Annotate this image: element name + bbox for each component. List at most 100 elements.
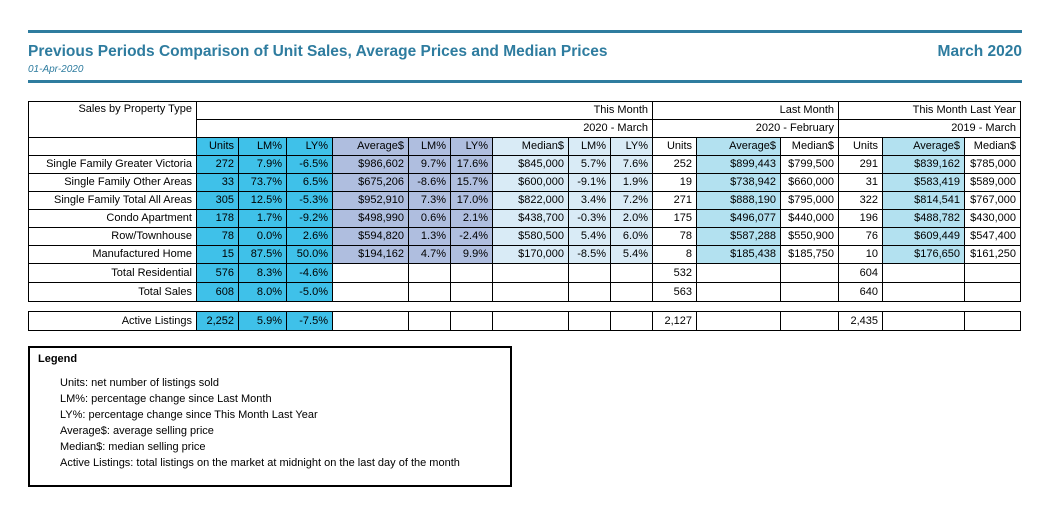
table-cell: $594,820 bbox=[332, 227, 409, 246]
table-cell: $589,000 bbox=[964, 173, 1021, 192]
table-cell: 252 bbox=[652, 155, 697, 174]
empty-cell bbox=[408, 282, 451, 302]
table-cell: $161,250 bbox=[964, 245, 1021, 264]
subsection-row: 2020 - March 2020 - February 2019 - Marc… bbox=[29, 119, 1021, 138]
table-cell: 1.7% bbox=[238, 209, 287, 228]
table-cell: 6.0% bbox=[610, 227, 653, 246]
table-cell: 17.6% bbox=[450, 155, 493, 174]
column-header: LM% bbox=[568, 137, 611, 156]
table-cell: 2,252 bbox=[196, 311, 239, 331]
table-cell: 87.5% bbox=[238, 245, 287, 264]
section-this-month: This Month bbox=[196, 101, 653, 120]
table-cell: 196 bbox=[838, 209, 883, 228]
column-header: Average$ bbox=[696, 137, 781, 156]
table-cell: $438,700 bbox=[492, 209, 569, 228]
table-cell: $580,500 bbox=[492, 227, 569, 246]
table-cell: 9.7% bbox=[408, 155, 451, 174]
column-header: Median$ bbox=[492, 137, 569, 156]
bottom-rule bbox=[28, 80, 1022, 83]
legend-items: Units: net number of listings sold LM%: p… bbox=[38, 375, 500, 471]
column-header: Units bbox=[838, 137, 883, 156]
table-cell: $814,541 bbox=[882, 191, 965, 210]
corner-spacer bbox=[28, 137, 197, 156]
empty-cell bbox=[450, 282, 493, 302]
table-cell: 2.0% bbox=[610, 209, 653, 228]
table-cell: $767,000 bbox=[964, 191, 1021, 210]
subsection-2020-march: 2020 - March bbox=[196, 119, 653, 138]
table-cell: 0.6% bbox=[408, 209, 451, 228]
table-cell: 0.0% bbox=[238, 227, 287, 246]
empty-cell bbox=[882, 311, 965, 331]
empty-cell bbox=[492, 282, 569, 302]
legend-item: Average$: average selling price bbox=[60, 425, 214, 437]
empty-cell bbox=[492, 263, 569, 283]
table-cell: 3.4% bbox=[568, 191, 611, 210]
table-row: Condo Apartment 178 1.7% -9.2% $498,990 0.6% 2… bbox=[28, 209, 1021, 228]
table-cell: 272 bbox=[196, 155, 239, 174]
table-cell: 8.3% bbox=[238, 263, 287, 283]
table-cell: $170,000 bbox=[492, 245, 569, 264]
table-cell: 2,435 bbox=[838, 311, 883, 331]
empty-cell bbox=[610, 311, 653, 331]
table-cell: 5.7% bbox=[568, 155, 611, 174]
table-cell: -0.3% bbox=[568, 209, 611, 228]
legend-item: Active Listings: total listings on the m… bbox=[60, 457, 460, 469]
report-page: Previous Periods Comparison of Unit Sale… bbox=[0, 30, 1050, 487]
table-cell: $583,419 bbox=[882, 173, 965, 192]
table-cell: $822,000 bbox=[492, 191, 569, 210]
table-cell: $185,438 bbox=[696, 245, 781, 264]
spacer-row bbox=[29, 302, 1021, 312]
empty-cell bbox=[964, 282, 1021, 302]
empty-cell bbox=[882, 282, 965, 302]
empty-cell bbox=[568, 311, 611, 331]
table-cell: 305 bbox=[196, 191, 239, 210]
empty-cell bbox=[696, 282, 781, 302]
table-cell: 322 bbox=[838, 191, 883, 210]
table-cell: 78 bbox=[196, 227, 239, 246]
corner-label: Sales by Property Type bbox=[28, 101, 197, 138]
table-cell: 2.1% bbox=[450, 209, 493, 228]
table-cell: $587,288 bbox=[696, 227, 781, 246]
table-cell: 76 bbox=[838, 227, 883, 246]
table-cell: 33 bbox=[196, 173, 239, 192]
total-row: Active Listings 2,252 5.9% -7.5% 2,127 2,435 bbox=[28, 311, 1021, 331]
table-cell: -6.5% bbox=[286, 155, 333, 174]
table-cell: -8.5% bbox=[568, 245, 611, 264]
table-cell: 15.7% bbox=[450, 173, 493, 192]
report-period: March 2020 bbox=[937, 43, 1022, 60]
table-cell: $430,000 bbox=[964, 209, 1021, 228]
table-cell: 7.2% bbox=[610, 191, 653, 210]
table-cell: -4.6% bbox=[286, 263, 333, 283]
empty-cell bbox=[610, 263, 653, 283]
spacer-cell bbox=[29, 302, 1021, 312]
empty-cell bbox=[780, 311, 839, 331]
table-cell: $609,449 bbox=[882, 227, 965, 246]
table-cell: $488,782 bbox=[882, 209, 965, 228]
table-cell: 5.4% bbox=[610, 245, 653, 264]
row-label: Manufactured Home bbox=[28, 245, 197, 264]
table-cell: 78 bbox=[652, 227, 697, 246]
table-cell: $600,000 bbox=[492, 173, 569, 192]
table-row: Manufactured Home 15 87.5% 50.0% $194,162 4.7… bbox=[28, 245, 1021, 264]
empty-cell bbox=[332, 282, 409, 302]
legend-item: Median$: median selling price bbox=[60, 441, 206, 453]
table-cell: $496,077 bbox=[696, 209, 781, 228]
empty-cell bbox=[780, 282, 839, 302]
table-cell: 271 bbox=[652, 191, 697, 210]
column-header: LY% bbox=[286, 137, 333, 156]
section-this-month-last-year: This Month Last Year bbox=[838, 101, 1021, 120]
table-cell: -9.1% bbox=[568, 173, 611, 192]
column-header: Units bbox=[652, 137, 697, 156]
total-row: Total Residential 576 8.3% -4.6% 532 604 bbox=[28, 263, 1021, 283]
table-cell: 6.5% bbox=[286, 173, 333, 192]
table-cell: 1.3% bbox=[408, 227, 451, 246]
section-last-month: Last Month bbox=[652, 101, 839, 120]
table-cell: 576 bbox=[196, 263, 239, 283]
table-cell: $738,942 bbox=[696, 173, 781, 192]
table-cell: $799,500 bbox=[780, 155, 839, 174]
table-cell: 2.6% bbox=[286, 227, 333, 246]
legend-item: Units: net number of listings sold bbox=[60, 377, 219, 389]
table-cell: $675,206 bbox=[332, 173, 409, 192]
table-cell: -9.2% bbox=[286, 209, 333, 228]
empty-cell bbox=[964, 311, 1021, 331]
